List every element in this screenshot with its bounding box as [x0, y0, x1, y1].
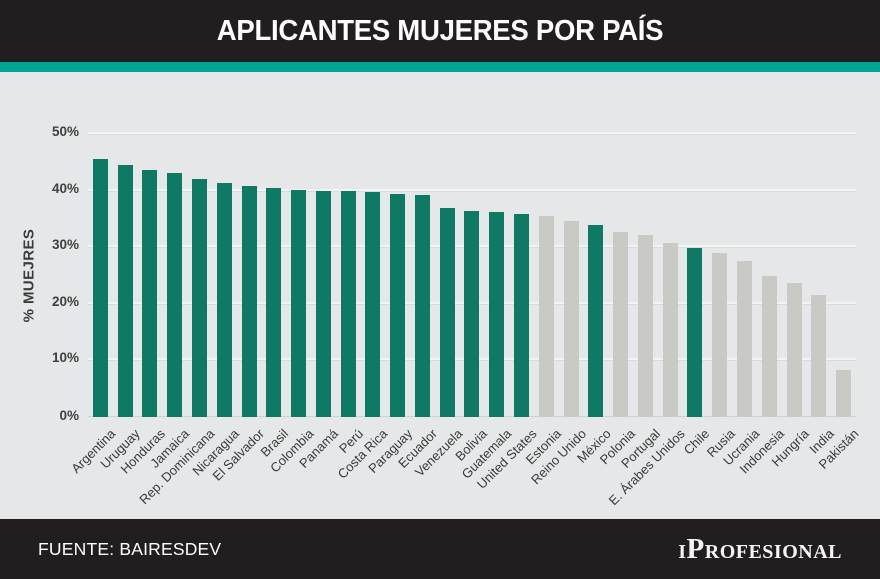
- bar-slot: [806, 134, 831, 417]
- chart-area: % MUEJRES 0% 10% 20% 30% 40% 50% Argentina Urug…: [0, 72, 880, 519]
- bar-Hungría: [786, 282, 802, 417]
- bar-Guatemala: [489, 212, 505, 417]
- bar-slot: [534, 134, 559, 417]
- accent-stripe: [0, 62, 880, 72]
- bar-slot: [286, 134, 311, 417]
- bar-slot: [212, 134, 237, 417]
- brand-logo: iProfesional: [678, 532, 842, 565]
- bar-slot: [460, 134, 485, 417]
- bar-Costa Rica: [365, 191, 381, 417]
- header: APLICANTES MUJERES POR PAÍS: [0, 0, 880, 62]
- bar-Colombia: [291, 190, 307, 417]
- bar-E. Árabes Unidos: [662, 242, 678, 417]
- bar-Pakistán: [836, 370, 852, 417]
- bar-Panamá: [315, 190, 331, 417]
- bar-slot: [509, 134, 534, 417]
- bar-Jamaica: [167, 173, 183, 417]
- bar-slot: [261, 134, 286, 417]
- y-tick-label: 20%: [51, 293, 79, 309]
- bar-México: [588, 224, 604, 417]
- y-tick-label: 30%: [51, 236, 79, 252]
- bar-slot: [608, 134, 633, 417]
- bar-Bolivia: [464, 210, 480, 417]
- bar-slot: [88, 134, 113, 417]
- page-title: APLICANTES MUJERES POR PAÍS: [216, 14, 664, 47]
- y-tick-label: 40%: [51, 180, 79, 196]
- footer: FUENTE: BAIRESDEV iProfesional: [0, 519, 880, 579]
- bar-slot: [782, 134, 807, 417]
- bar-slot: [757, 134, 782, 417]
- bar-Paraguay: [390, 194, 406, 417]
- bar-slot: [484, 134, 509, 417]
- bar-Argentina: [92, 158, 108, 417]
- bar-slot: [707, 134, 732, 417]
- bar-Portugal: [637, 234, 653, 417]
- bar-Venezuela: [439, 208, 455, 417]
- bar-India: [811, 295, 827, 417]
- y-tick-label: 0%: [59, 407, 79, 423]
- bar-slot: [559, 134, 584, 417]
- bar-slot: [385, 134, 410, 417]
- source-text: FUENTE: BAIRESDEV: [38, 538, 222, 559]
- y-tick-label: 50%: [51, 123, 79, 139]
- bar-Uruguay: [117, 164, 133, 417]
- y-tick-label: 10%: [51, 350, 79, 366]
- bar-slot: [583, 134, 608, 417]
- bar-slot: [633, 134, 658, 417]
- bar-Ecuador: [414, 194, 430, 417]
- bar-slot: [435, 134, 460, 417]
- bar-Rusia: [712, 252, 728, 417]
- bar-Indonesia: [761, 275, 777, 417]
- bar-slot: [410, 134, 435, 417]
- bar-slot: [361, 134, 386, 417]
- bar-slot: [311, 134, 336, 417]
- bar-slot: [683, 134, 708, 417]
- gridline: 40%: [52, 180, 856, 195]
- gridline: 50%: [52, 124, 856, 139]
- bar-slot: [162, 134, 187, 417]
- bar-slot: [658, 134, 683, 417]
- bar-slot: [187, 134, 212, 417]
- y-axis-title: % MUEJRES: [20, 228, 38, 323]
- bar-Polonia: [613, 232, 629, 417]
- bar-Ucrania: [737, 261, 752, 417]
- bar-Honduras: [142, 170, 158, 417]
- bar-Nicaragua: [216, 182, 232, 417]
- bar-Perú: [340, 191, 356, 417]
- bar-Reino Unido: [563, 221, 579, 417]
- bar-slot: [336, 134, 361, 417]
- bar-United States: [514, 214, 530, 417]
- bar-slot: [237, 134, 262, 417]
- bar-slot: [732, 134, 757, 417]
- bar-Brasil: [266, 187, 282, 417]
- bar-chart-plot: 0% 10% 20% 30% 40% 50% Argentina Uruguay Hondura…: [52, 124, 861, 508]
- bar-slot: [113, 134, 138, 417]
- bar-El Salvador: [241, 186, 257, 417]
- bar-Rep. Dominicana: [191, 178, 207, 417]
- bar-Chile: [687, 247, 703, 417]
- bar-slot: [831, 134, 856, 417]
- bar-Estonia: [538, 215, 554, 417]
- bar-slot: [138, 134, 163, 417]
